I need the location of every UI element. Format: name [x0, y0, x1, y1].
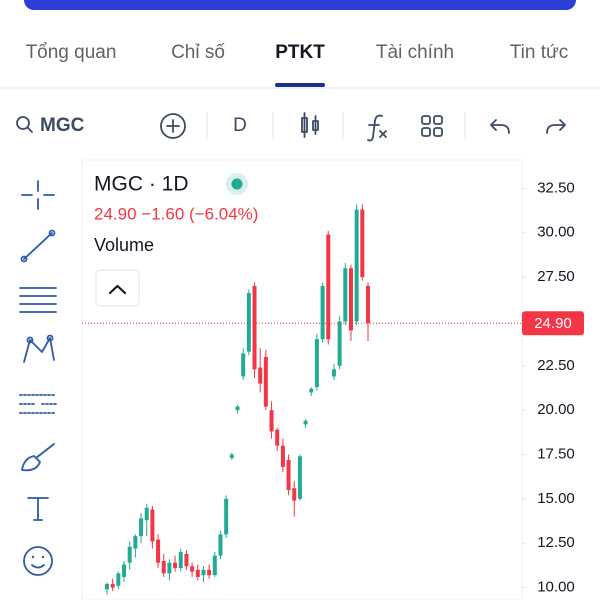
collapse-button[interactable]	[95, 269, 140, 307]
candle-body	[366, 285, 370, 324]
candle-body	[354, 209, 359, 322]
candle-body	[122, 564, 127, 577]
redo-button[interactable]	[546, 119, 566, 134]
y-tick-label: 30.00	[537, 224, 575, 241]
candle-body	[297, 456, 302, 499]
symbol-search[interactable]: MGC	[16, 115, 85, 136]
pattern-tool[interactable]	[23, 334, 55, 363]
y-tick-label: 10.00	[537, 579, 575, 596]
tab[interactable]: Chỉ số	[171, 42, 225, 63]
y-tick-label: 32.50	[537, 179, 575, 196]
candle-body	[218, 534, 223, 556]
y-tick-label: 22.50	[537, 357, 575, 374]
candle-body	[167, 562, 172, 574]
candle-body	[326, 234, 331, 340]
candle-body	[320, 285, 325, 340]
candle-body	[286, 459, 291, 490]
y-tick-label: 27.50	[537, 268, 575, 285]
y-tick-label: 15.00	[537, 490, 575, 507]
last-price-badge	[522, 311, 584, 336]
candle-body	[314, 339, 319, 388]
indicator-label: Volume	[94, 235, 154, 255]
candle-body	[337, 321, 342, 366]
candle-body	[263, 356, 268, 407]
undo-button[interactable]	[490, 119, 510, 134]
candle-body	[275, 429, 280, 446]
layout-button[interactable]	[421, 115, 443, 137]
candle-body	[280, 445, 285, 467]
candle-body	[246, 293, 251, 352]
symbol: MGC	[40, 115, 85, 136]
candle-body	[178, 552, 183, 569]
text-tool[interactable]	[27, 497, 49, 521]
tab[interactable]: Tài chính	[376, 42, 454, 63]
y-tick-label: 12.50	[537, 534, 575, 551]
last-price-label: 24.90	[534, 315, 572, 332]
candle-body	[161, 560, 166, 574]
candle-body	[360, 209, 365, 278]
candle-body	[207, 569, 212, 576]
candle-body	[258, 367, 263, 384]
candle-body	[331, 369, 336, 377]
candle-body	[343, 268, 348, 322]
candle-body	[241, 353, 246, 377]
tab[interactable]: PTKT	[275, 42, 325, 63]
crosshair-tool[interactable]	[21, 180, 55, 210]
candle-body	[184, 553, 189, 567]
candle-body	[150, 509, 155, 542]
candle-body	[127, 546, 132, 563]
active-tab-indicator	[275, 83, 325, 87]
plot	[82, 204, 522, 595]
candle-body	[292, 488, 297, 501]
chart-title: MGC · 1D	[94, 173, 189, 196]
candle-body	[303, 420, 308, 425]
tab[interactable]: Tin tức	[510, 42, 568, 63]
candle-body	[348, 268, 353, 331]
candle-body	[156, 539, 161, 563]
prediction-tool[interactable]	[19, 394, 57, 414]
y-tick-label: 17.50	[537, 445, 575, 462]
candle-body	[224, 498, 229, 535]
candle-body	[212, 555, 217, 576]
indicators-button[interactable]	[367, 114, 387, 142]
candle-body	[229, 454, 234, 459]
candle-body	[139, 518, 144, 537]
plot-area	[81, 159, 523, 600]
candle-body	[235, 406, 240, 411]
candle-body	[201, 569, 206, 576]
candle-body	[173, 562, 178, 569]
candle-body	[269, 410, 274, 432]
candle-body	[195, 569, 200, 577]
status-dot	[231, 178, 243, 190]
emoji-tool[interactable]	[23, 546, 53, 576]
interval[interactable]: D	[233, 115, 247, 136]
trendline-tool[interactable]	[20, 229, 56, 263]
candle-body	[116, 573, 121, 586]
price-axis: 32.5030.0027.5025.0022.5020.0017.5015.00…	[522, 179, 584, 596]
y-tick-label: 20.00	[537, 401, 575, 418]
brush-tool[interactable]	[21, 443, 55, 472]
candle-body	[133, 536, 138, 549]
candle-body	[252, 285, 257, 370]
chart-type-button[interactable]	[301, 112, 319, 138]
candle-body	[110, 584, 115, 588]
candle-body	[309, 388, 314, 393]
tab-bar: Tổng quan Chỉ số PTKT Tài chính Tin tức	[26, 42, 569, 63]
tool-panel	[0, 160, 82, 600]
tab[interactable]: Tổng quan	[26, 42, 117, 63]
candle-body	[105, 584, 109, 590]
candle-body	[144, 507, 149, 521]
top-banner[interactable]	[24, 0, 576, 10]
price-change: 24.90 −1.60 (−6.04%)	[94, 204, 258, 223]
add-button[interactable]	[160, 113, 186, 139]
candle-body	[190, 566, 195, 572]
fib-tool[interactable]	[19, 287, 57, 313]
